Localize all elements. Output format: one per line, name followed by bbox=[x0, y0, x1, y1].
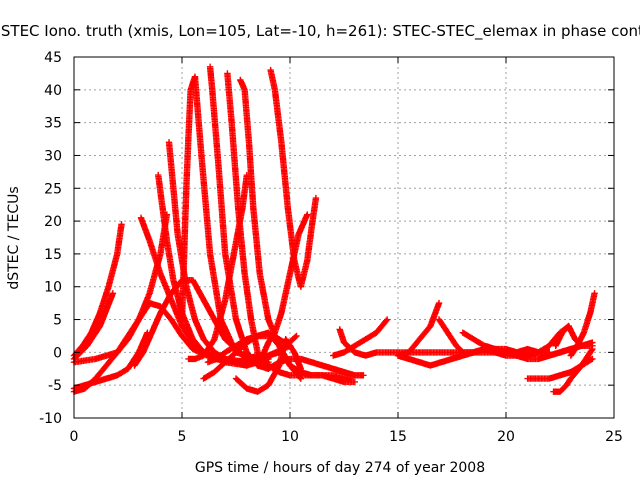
y-tick-label: 25 bbox=[44, 181, 62, 197]
data-point-markers bbox=[481, 342, 553, 356]
data-series bbox=[254, 211, 311, 369]
y-tick-label: 10 bbox=[44, 280, 62, 296]
y-tick-label: 35 bbox=[44, 116, 62, 132]
data-series bbox=[550, 345, 596, 395]
data-series bbox=[481, 342, 553, 356]
data-point-markers bbox=[550, 345, 596, 395]
y-tick-label: -5 bbox=[48, 378, 62, 394]
data-point-markers bbox=[546, 339, 596, 359]
y-tick-label: 40 bbox=[44, 83, 62, 99]
data-series bbox=[70, 221, 125, 359]
x-tick-label: 10 bbox=[281, 429, 299, 445]
data-point-markers bbox=[178, 73, 300, 363]
y-tick-label: 20 bbox=[44, 214, 62, 230]
data-point-markers bbox=[70, 221, 125, 359]
x-tick-label: 15 bbox=[389, 429, 407, 445]
y-tick-label: 45 bbox=[44, 50, 62, 66]
x-axis-label: GPS time / hours of day 274 of year 2008 bbox=[195, 460, 485, 476]
data-layer bbox=[70, 63, 598, 395]
x-tick-label: 20 bbox=[497, 429, 515, 445]
data-point-markers bbox=[254, 211, 311, 369]
data-series bbox=[232, 336, 304, 395]
data-series bbox=[178, 73, 300, 363]
grid-lines bbox=[74, 57, 614, 418]
chart-title: dSTEC Iono. truth (xmis, Lon=105, Lat=-1… bbox=[0, 22, 640, 41]
axis-ticks: 0 5 10 15 20 25 -10 -5 0 5 10 15 20 25 30 35 40 45 bbox=[39, 50, 623, 445]
y-tick-label: -10 bbox=[39, 411, 62, 427]
y-tick-label: 5 bbox=[53, 313, 62, 329]
x-tick-label: 25 bbox=[605, 429, 623, 445]
data-point-markers bbox=[232, 336, 304, 395]
y-tick-label: 30 bbox=[44, 148, 62, 164]
data-series bbox=[267, 66, 320, 290]
x-tick-label: 0 bbox=[70, 429, 79, 445]
plot-border bbox=[73, 56, 615, 419]
data-point-markers bbox=[330, 316, 391, 359]
data-series bbox=[330, 316, 391, 359]
x-tick-label: 5 bbox=[178, 429, 187, 445]
y-tick-label: 0 bbox=[53, 345, 62, 361]
y-axis-label: dSTEC / TECUs bbox=[6, 186, 22, 289]
data-point-markers bbox=[267, 66, 320, 290]
data-series bbox=[546, 339, 596, 359]
y-tick-label: 15 bbox=[44, 247, 62, 263]
